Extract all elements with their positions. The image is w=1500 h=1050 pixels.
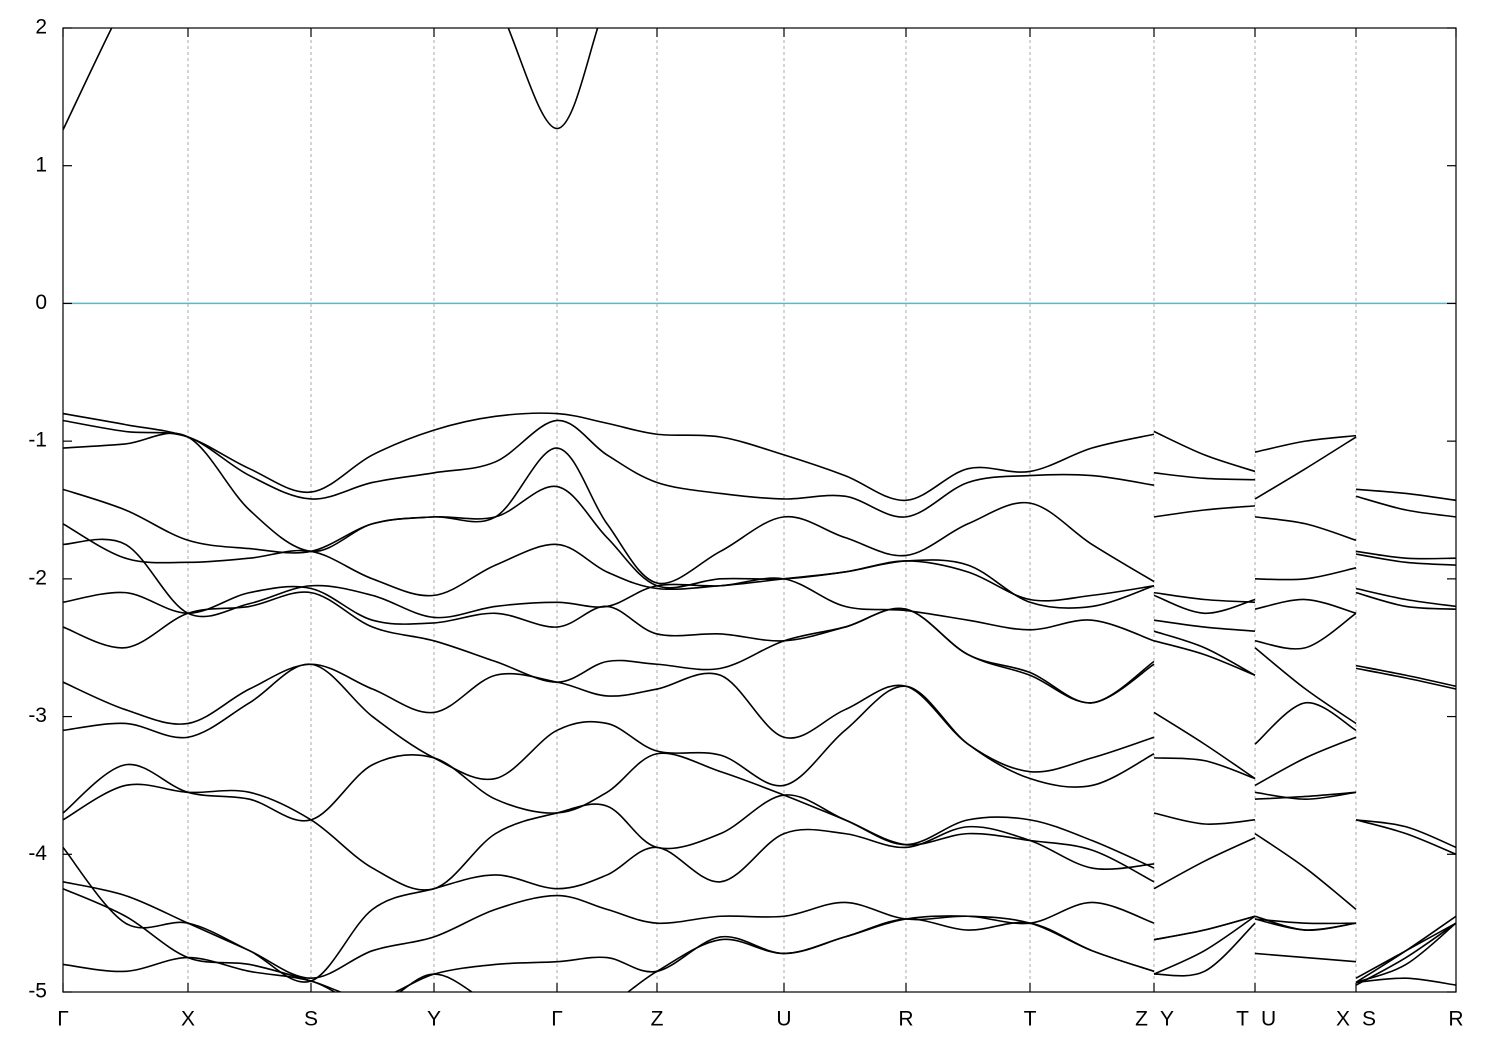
band-line — [63, 783, 1456, 984]
x-tick-label: Γ — [57, 1008, 69, 1031]
band-line — [63, 538, 1456, 650]
bands — [63, 28, 1456, 992]
band-line — [63, 752, 1456, 979]
plot-frame — [62, 27, 1457, 993]
axes: 210-1-2-3-4-5Γ X S Y Γ Z U R T Z Y T U X S R — [28, 16, 1463, 1031]
x-tick-label: R — [1448, 1008, 1463, 1031]
x-tick-label: S — [304, 1008, 318, 1031]
x-tick-label: Z — [651, 1008, 664, 1031]
band-line — [63, 881, 1456, 984]
y-tick-label: 2 — [35, 16, 47, 39]
x-tick-label: X — [1336, 1008, 1350, 1031]
x-tick-label: Γ — [551, 1008, 563, 1031]
band-line — [63, 485, 1456, 604]
band-line — [63, 523, 1456, 615]
y-tick-label: -3 — [28, 704, 47, 727]
band-line — [63, 918, 1358, 992]
y-tick-label: -4 — [28, 842, 47, 865]
y-tick-label: -1 — [28, 429, 47, 452]
x-tick-label: T — [1024, 1008, 1037, 1031]
band-line — [63, 412, 1456, 502]
x-tick-label: Z — [1135, 1008, 1148, 1031]
x-tick-label: X — [181, 1008, 195, 1031]
band-line — [63, 419, 1456, 518]
band-line — [63, 591, 1456, 745]
y-tick-label: -2 — [28, 566, 47, 589]
y-tick-label: 1 — [35, 153, 47, 176]
band-line — [63, 663, 1456, 856]
y-tick-label: -5 — [28, 980, 47, 1003]
x-tick-label: U — [1261, 1008, 1276, 1031]
x-tick-label: R — [898, 1008, 913, 1031]
band-line — [63, 825, 1456, 986]
grid — [62, 28, 1457, 992]
x-tick-label: T — [1236, 1008, 1249, 1031]
x-tick-label: Y — [1160, 1008, 1174, 1031]
band-line — [63, 432, 1456, 585]
x-tick-label: S — [1362, 1008, 1376, 1031]
x-tick-label: U — [776, 1008, 791, 1031]
x-tick-label: Y — [427, 1008, 441, 1031]
band-line — [63, 887, 1456, 992]
band-line — [63, 585, 1456, 725]
band-line — [63, 663, 1456, 849]
band-line — [63, 28, 599, 131]
y-tick-label: 0 — [35, 291, 47, 314]
